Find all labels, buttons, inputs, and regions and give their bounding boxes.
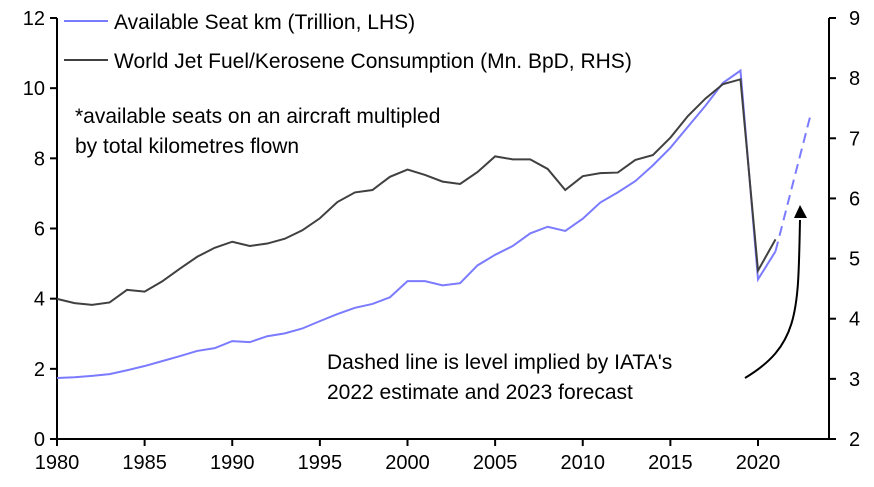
series-line-jet-fuel [56, 78, 777, 306]
right-tick-label: 6 [849, 188, 860, 210]
annotation-arrowhead [794, 205, 807, 218]
legend: Available Seat km (Trillion, LHS) World … [64, 11, 632, 73]
left-tick-label: 6 [34, 219, 45, 241]
left-tick-label: 10 [23, 78, 45, 100]
footnote-line-2: by total kilometres flown [75, 135, 299, 158]
annotation-line-1: Dashed line is level implied by IATA's [327, 351, 672, 374]
annotation-line-2: 2022 estimate and 2023 forecast [327, 381, 633, 404]
x-tick-label: 2010 [561, 452, 606, 474]
x-tick-label: 1995 [298, 452, 343, 474]
left-tick-label: 0 [34, 429, 45, 451]
x-tick-label: 2020 [736, 452, 781, 474]
left-tick-label: 4 [34, 289, 45, 311]
right-tick-label: 2 [849, 429, 860, 451]
annotation-arrow [744, 219, 801, 379]
right-tick-label: 5 [849, 249, 860, 271]
right-tick-label: 3 [849, 369, 860, 391]
right-tick-label: 8 [849, 68, 860, 90]
x-tick-label: 2000 [385, 452, 430, 474]
right-tick-label: 7 [849, 128, 860, 150]
legend-label-jet-fuel: World Jet Fuel/Kerosene Consumption (Mn.… [114, 50, 632, 73]
right-tick-label: 4 [849, 309, 860, 331]
footnote-line-1: *available seats on an aircraft multiple… [75, 105, 440, 128]
x-tick-label: 2015 [648, 452, 693, 474]
series-line-available-seat-km-forecast [774, 114, 812, 252]
legend-label-ask: Available Seat km (Trillion, LHS) [114, 11, 415, 34]
series-line-available-seat-km [56, 68, 777, 379]
x-tick-label: 1980 [35, 452, 80, 474]
left-tick-label: 12 [23, 8, 45, 30]
x-tick-label: 1990 [210, 452, 255, 474]
x-tick-label: 2005 [473, 452, 518, 474]
right-tick-label: 9 [849, 8, 860, 30]
x-tick-label: 1985 [122, 452, 167, 474]
left-tick-label: 8 [34, 148, 45, 170]
left-tick-label: 2 [34, 359, 45, 381]
